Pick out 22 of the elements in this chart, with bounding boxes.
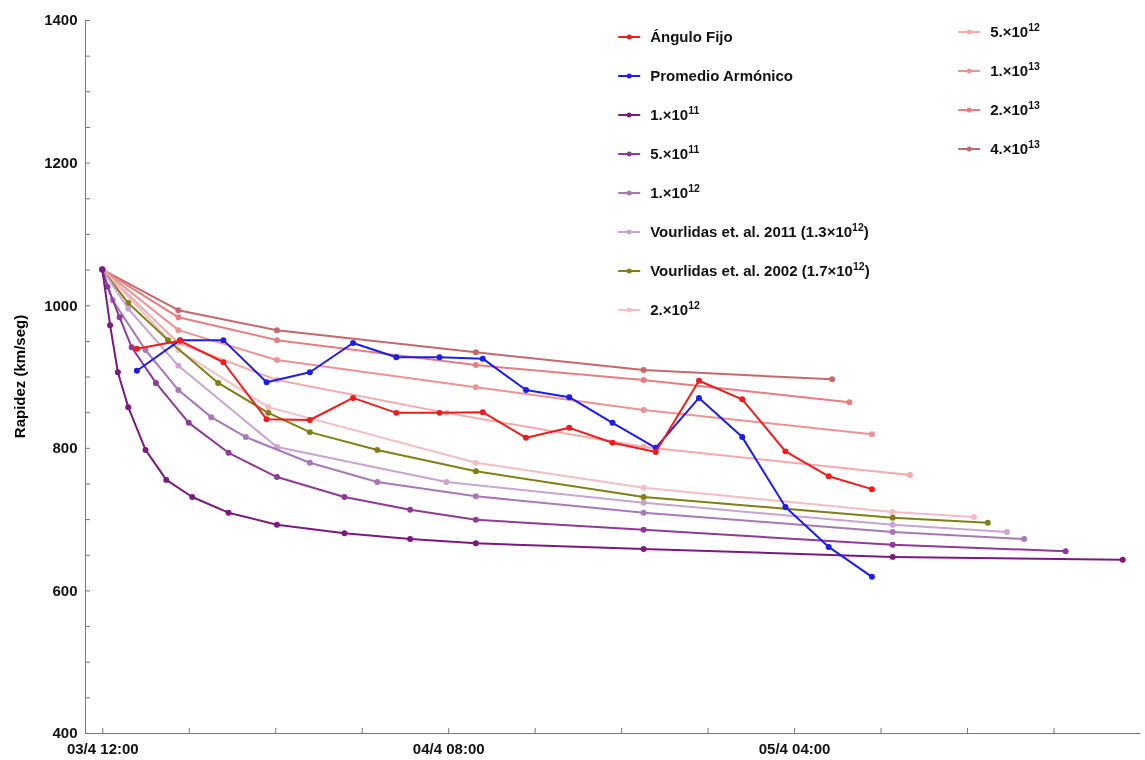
y-axis-title: Rapidez (km/seg) [11, 314, 28, 439]
y-tick-label: 400 [52, 724, 78, 742]
legend-label: Vourlidas et. al. 2002 (1.7×10$^{12}$) [650, 260, 870, 279]
y-tick-label: 1000 [44, 296, 78, 314]
x-tick-label: 03/4 12:00 [66, 740, 139, 757]
legend-label: 2.×10$^{12}$ [650, 299, 700, 318]
y-tick-label: 800 [52, 439, 78, 457]
legend-label: 1.×10$^{11}$ [650, 104, 700, 123]
legend-label: Ángulo Fijo [650, 28, 733, 45]
legend-label: 4.×10$^{13}$ [990, 138, 1040, 157]
y-tick-label: 1400 [44, 11, 78, 29]
legend-label: Promedio Armónico [650, 67, 793, 84]
y-tick-label: 1200 [44, 153, 78, 171]
legend-label: 1.×10$^{12}$ [650, 182, 700, 201]
legend-label: 5.×10$^{11}$ [650, 143, 700, 162]
legend-label: Vourlidas et. al. 2011 (1.3×10$^{12}$) [650, 221, 869, 240]
legend-label: 1.×10$^{13}$ [990, 60, 1040, 79]
legend-label: 5.×10$^{12}$ [990, 21, 1040, 40]
legend-label: 2.×10$^{13}$ [990, 99, 1040, 118]
x-tick-label: 05/4 04:00 [758, 740, 831, 757]
y-tick-label: 600 [52, 581, 78, 599]
x-tick-label: 04/4 08:00 [412, 740, 485, 757]
